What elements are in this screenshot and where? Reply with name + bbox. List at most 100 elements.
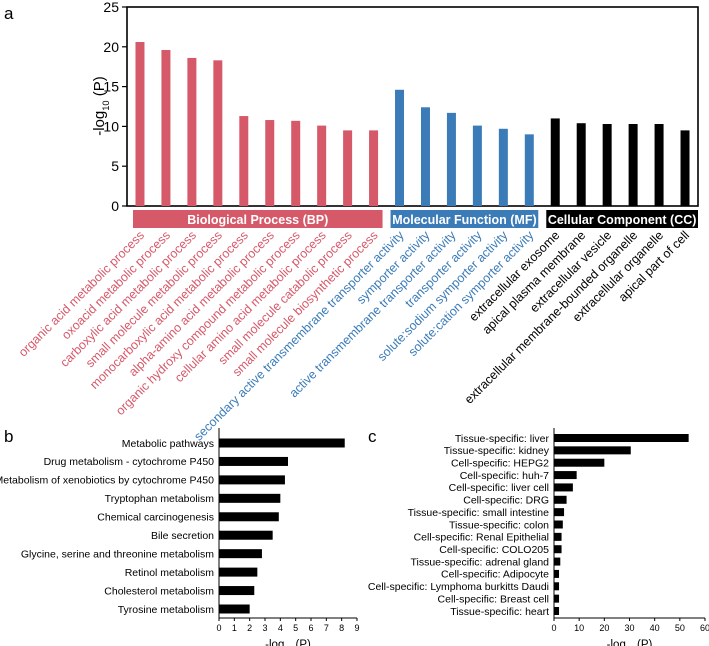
panel-c-bar (554, 434, 689, 442)
panel-a-bar (343, 130, 353, 206)
panel-a-bar (265, 120, 275, 206)
panel-c-bar (554, 520, 563, 529)
panel-b-xlabel-tail: (P) (292, 639, 311, 646)
panel-b-xtick-label: 4 (278, 623, 283, 633)
panel-a-bar (420, 107, 430, 206)
panel-c-label: c (368, 427, 377, 446)
panel-a-bar (446, 112, 456, 206)
panel-a-bar (524, 134, 534, 206)
panel-c-xtick-label: 50 (675, 623, 685, 633)
panel-c-category-label: Cell-specific: Lymphoma burkitts Daudi (368, 581, 549, 593)
panel-b-xtick-label: 1 (232, 623, 237, 633)
panel-c-category-label: Cell-specific: liver cell (449, 482, 549, 494)
panel-a-label: a (4, 4, 14, 23)
panel-b-bar (219, 549, 262, 559)
panel-a-bar (187, 57, 197, 206)
panel-b-bar (219, 567, 258, 577)
panel-c-xtick-label: 20 (599, 623, 609, 633)
panel-a-bar (317, 125, 327, 206)
panel-c-category-label: Tissue-specific: adrenal gland (410, 556, 549, 568)
panel-c-category-label: Cell-specific: Renal Epithelial (414, 532, 549, 544)
panel-a-bar (576, 123, 586, 206)
panel-c-xtick-label: 40 (650, 623, 660, 633)
panel-a-ytick-label: 15 (103, 79, 119, 95)
panel-b-xtick-label: 9 (354, 623, 359, 633)
panel-a-bar (291, 120, 301, 206)
panel-c-category-label: Tissue-specific: heart (450, 606, 549, 618)
panel-a-group-banner (390, 210, 539, 228)
panel-b-bar (219, 512, 279, 522)
panel-a-bar (602, 124, 612, 206)
panel-b-xtick-label: 8 (339, 623, 344, 633)
panel-b-bar (219, 604, 250, 614)
panel-b-bar (219, 586, 255, 596)
panel-c-xtick-label: 30 (624, 623, 634, 633)
panel-b-xtick-label: 2 (247, 623, 252, 633)
panel-a-ylabel-tail: (P) (91, 76, 108, 100)
panel-a-bar (498, 128, 508, 206)
panel-c-xtick-label: 0 (551, 623, 556, 633)
panel-b-xtick-label: 5 (293, 623, 298, 633)
panel-c-bar (554, 483, 573, 492)
panel-c-bar (554, 569, 560, 578)
panel-c-bar (554, 607, 560, 615)
panel-a-bar (680, 130, 690, 206)
panel-a-group-banner (133, 210, 383, 228)
panel-c-bar (554, 594, 560, 603)
panel-a-bar (472, 125, 482, 206)
panel-b-xtick-label: 6 (308, 623, 313, 633)
panel-c-bar (554, 532, 562, 541)
panel-c-category-label: Tissue-specific: liver (455, 433, 550, 445)
panel-b-category-label: Chemical carcinogenesis (97, 512, 214, 524)
panel-c-category-label: Cell-specific: DRG (463, 495, 549, 507)
panel-c-bar (554, 446, 631, 455)
panel-a-ylabel: -log10 (P) (91, 76, 111, 136)
panel-c-category-label: Cell-specific: Adipocyte (441, 569, 549, 581)
panel-a-group-label: Molecular Function (MF) (392, 213, 536, 227)
panel-a-ytick-label: 5 (111, 158, 119, 174)
panel-b-bar (219, 493, 281, 503)
panel-c-category-label: Tissue-specific: colon (449, 519, 549, 531)
panel-a-ylabel-sub: 10 (101, 100, 111, 110)
panel-c-xtick-label: 10 (574, 623, 584, 633)
panel-b-category-label: Cholesterol metabolism (104, 585, 214, 597)
panel-c-category-label: Cell-specific: COLO205 (439, 544, 549, 556)
panel-a-bar (135, 42, 145, 206)
panel-b-label: b (4, 427, 13, 446)
panel-a-plot-frame (126, 6, 699, 207)
panel-b-xtick-label: 3 (262, 623, 267, 633)
panel-b-category-label: Bile secretion (151, 530, 214, 542)
panel-a-ytick-label: 20 (103, 39, 119, 55)
panel-b-xlabel: -log10 (P) (265, 639, 311, 646)
panel-b-xtick-label: 7 (324, 623, 329, 633)
panel-b-xlabel-base: -log (265, 639, 284, 646)
panel-c-bar (554, 471, 577, 480)
panel-c-bar (554, 495, 567, 504)
panel-a-ylabel-base: -log (91, 111, 108, 136)
panel-c-bar (554, 582, 560, 591)
panel-a-bar (550, 118, 560, 206)
panel-b-bar (219, 530, 273, 540)
panel-c-category-label: Tissue-specific: kidney (444, 445, 550, 457)
panel-b-bar (219, 438, 345, 448)
panel-a-bar (654, 124, 664, 206)
panel-a-ytick-label: 0 (111, 198, 119, 214)
panel-b-category-label: Metabolic pathways (122, 438, 214, 450)
panel-c-xlabel-tail: (P) (634, 639, 653, 646)
panel-a-group-label: Biological Process (BP) (187, 213, 328, 227)
panel-a-ytick-label: 10 (103, 118, 119, 134)
panel-c-bar (554, 545, 562, 554)
panel-b-bar (219, 475, 285, 485)
panel-a-bar (369, 130, 379, 206)
panel-a-bar (239, 116, 249, 206)
panel-c-bar (554, 458, 605, 467)
panel-a-group-banner (546, 210, 698, 228)
panel-b-category-label: Tryptophan metabolism (105, 493, 215, 505)
panel-c-category-label: Cell-specific: HEPG2 (451, 458, 549, 470)
panel-c-category-label: Cell-specific: Breast cell (438, 593, 549, 605)
panel-a-bar (628, 124, 638, 206)
panel-a-bar (213, 60, 223, 206)
panel-c-xlabel-base: -log (607, 639, 626, 646)
panel-c-xlabel: -log10 (P) (607, 639, 653, 646)
